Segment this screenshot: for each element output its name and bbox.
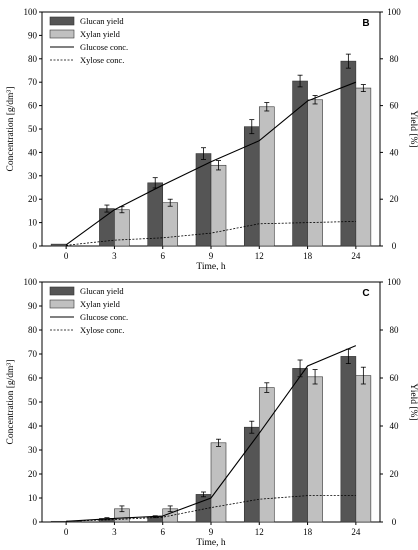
xylan-yield-bar — [355, 375, 372, 523]
legend-label: Xylan yield — [80, 29, 121, 39]
y2-tick-label: 60 — [390, 373, 400, 383]
xylan-yield-bar — [162, 202, 179, 247]
legend-label: Xylan yield — [80, 299, 121, 309]
y-tick-label: 10 — [28, 493, 38, 503]
legend-swatch — [49, 286, 75, 296]
x-tick-label: 12 — [255, 251, 264, 261]
xylan-yield-bar — [355, 87, 372, 247]
xylan-yield-bar — [307, 376, 323, 523]
legend-label: Xylose conc. — [80, 325, 124, 335]
y2-tick-label: 100 — [387, 277, 401, 287]
y-tick-label: 70 — [28, 77, 38, 87]
xylan-yield-bar — [114, 209, 130, 247]
x-tick-label: 3 — [112, 251, 117, 261]
y-axis-label: Concentration [g/dm³] — [6, 87, 16, 172]
y-tick-label: 60 — [28, 101, 38, 111]
y-tick-label: 0 — [33, 241, 38, 251]
y-tick-label: 20 — [28, 469, 38, 479]
glucose-conc-line — [65, 81, 357, 246]
x-tick-label: 0 — [64, 527, 69, 537]
y-tick-label: 20 — [28, 194, 38, 204]
y-tick-label: 80 — [28, 325, 38, 335]
y2-tick-label: 60 — [390, 101, 400, 111]
legend-label: Xylose conc. — [80, 55, 124, 65]
x-tick-label: 0 — [64, 251, 69, 261]
y-tick-label: 50 — [28, 397, 38, 407]
y2-tick-label: 0 — [392, 241, 397, 251]
y2-axis-label: Yield [%] — [408, 110, 418, 147]
x-tick-label: 24 — [351, 527, 361, 537]
legend-label: Glucose conc. — [80, 312, 128, 322]
y-tick-label: 80 — [28, 54, 38, 64]
y2-tick-label: 100 — [387, 7, 401, 17]
legend-label: Glucan yield — [80, 286, 124, 296]
y-tick-label: 30 — [28, 445, 38, 455]
glucan-yield-bar — [340, 60, 357, 247]
panel-label: B — [362, 18, 369, 29]
y-tick-label: 30 — [28, 171, 38, 181]
panel-label: C — [362, 288, 369, 299]
y-tick-label: 90 — [28, 30, 38, 40]
xylan-yield-bar — [258, 106, 275, 247]
x-tick-label: 18 — [303, 527, 313, 537]
y-tick-label: 50 — [28, 124, 38, 134]
y2-tick-label: 80 — [390, 54, 400, 64]
x-tick-label: 12 — [255, 527, 264, 537]
xylan-yield-bar — [210, 164, 227, 247]
x-axis-label: Time, h — [196, 538, 225, 548]
y-axis-label: Concentration [g/dm³] — [6, 360, 16, 445]
y-tick-label: 70 — [28, 349, 38, 359]
glucan-yield-bar — [243, 426, 260, 523]
y-tick-label: 40 — [28, 147, 38, 157]
legend-swatch — [49, 16, 75, 26]
x-tick-label: 18 — [303, 251, 313, 261]
y-tick-label: 100 — [24, 277, 38, 287]
y-tick-label: 0 — [33, 517, 38, 527]
xylose-conc-line — [66, 221, 356, 246]
glucan-yield-bar — [292, 368, 308, 523]
x-tick-label: 9 — [209, 251, 214, 261]
y-tick-label: 60 — [28, 373, 38, 383]
x-axis-label: Time, h — [196, 262, 225, 270]
glucose-conc-line — [66, 345, 357, 522]
chart-panel-b: 0 10 20 30 40 50 60 70 80 90 100 0 20 40 60 80 100 0 3 6 9 12… — [6, 7, 418, 270]
x-tick-label: 24 — [351, 251, 361, 261]
y2-tick-label: 20 — [390, 194, 400, 204]
y-tick-label: 90 — [28, 301, 38, 311]
legend-label: Glucose conc. — [80, 42, 128, 52]
xylose-conc-line — [66, 495, 356, 522]
glucan-yield-bar — [292, 80, 308, 247]
glucan-yield-bar — [340, 356, 357, 523]
y-tick-label: 10 — [28, 218, 38, 228]
y-tick-label: 100 — [24, 7, 38, 17]
xylan-yield-bar — [307, 99, 323, 247]
chart-panel-c: 0 10 20 30 40 50 60 70 80 90 100 0 20 40 60 80 100 0 3 6 9 12… — [6, 277, 418, 548]
glucan-yield-bar — [50, 520, 67, 523]
y2-tick-label: 40 — [390, 421, 400, 431]
legend-label: Glucan yield — [80, 16, 124, 26]
x-tick-label: 6 — [160, 251, 165, 261]
legend-swatch — [49, 29, 75, 39]
y2-tick-label: 40 — [390, 147, 400, 157]
y2-tick-label: 20 — [390, 469, 400, 479]
x-tick-label: 3 — [112, 527, 117, 537]
legend-swatch — [49, 299, 75, 309]
x-tick-label: 6 — [160, 527, 165, 537]
glucan-yield-bar — [147, 182, 164, 247]
xylan-yield-bar — [258, 387, 275, 523]
y2-axis-label: Yield [%] — [408, 383, 418, 420]
y2-tick-label: 0 — [392, 517, 397, 527]
xylan-yield-bar — [210, 442, 227, 523]
x-tick-label: 9 — [209, 527, 214, 537]
y-tick-label: 40 — [28, 421, 38, 431]
y2-tick-label: 80 — [390, 325, 400, 335]
glucan-yield-bar — [50, 243, 67, 247]
